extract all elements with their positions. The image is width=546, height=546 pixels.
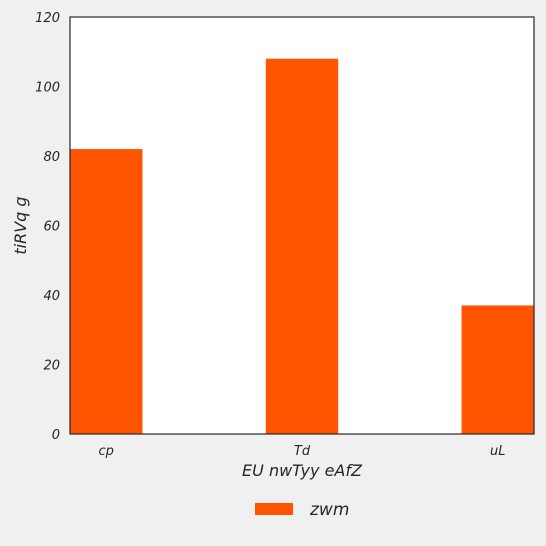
y-tick-label: 120 [35, 11, 60, 26]
x-axis-ticks: cp Td uL [99, 444, 506, 459]
x-tick-label: cp [99, 444, 114, 459]
y-tick-label: 0 [52, 428, 60, 443]
legend: zwm [255, 500, 349, 520]
bar-Td [265, 58, 339, 434]
y-tick-label: 60 [43, 220, 60, 235]
bar-uL [461, 305, 534, 434]
x-axis-title: EU nwTyy eAfZ [242, 461, 363, 480]
legend-label: zwm [309, 500, 349, 520]
plot-frame [69, 16, 535, 435]
y-tick-label: 20 [43, 359, 60, 374]
bar-cp [70, 149, 143, 435]
y-tick-label: 100 [35, 81, 60, 96]
y-axis-ticks: 0 20 40 60 80 100 120 [35, 11, 60, 443]
x-tick-label: Td [294, 444, 311, 459]
y-tick-label: 40 [43, 289, 60, 304]
y-axis-title: tiRVq g [11, 196, 30, 254]
bars-group [70, 58, 534, 435]
y-tick-label: 80 [43, 150, 60, 165]
legend-swatch [255, 503, 293, 515]
x-tick-label: uL [490, 444, 505, 459]
